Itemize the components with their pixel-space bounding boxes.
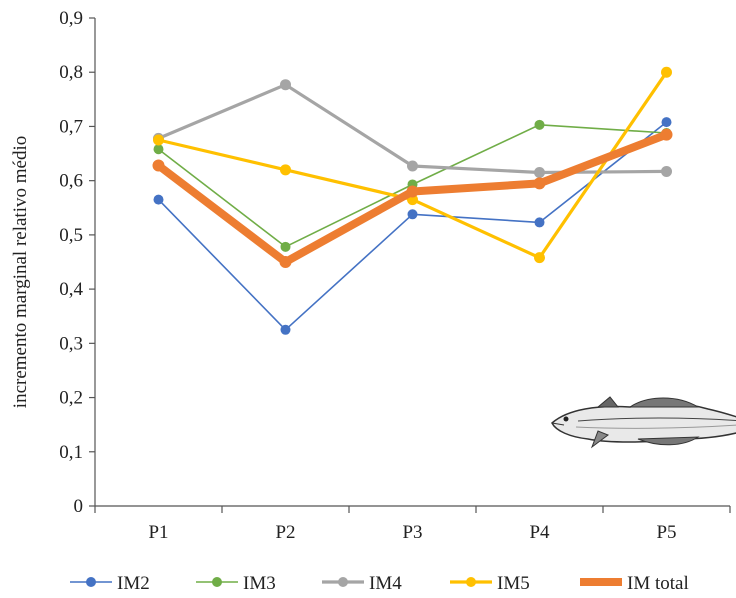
fish-icon bbox=[551, 396, 736, 449]
data-point bbox=[534, 217, 545, 228]
x-tick-label: P5 bbox=[656, 522, 676, 543]
legend-marker bbox=[466, 577, 476, 587]
data-point bbox=[279, 256, 292, 268]
x-tick-label: P1 bbox=[148, 522, 168, 543]
y-tick-label: 0,1 bbox=[59, 442, 83, 463]
x-axis-ticks: P1 P2 P3 P4 P5 bbox=[94, 506, 731, 543]
data-point bbox=[280, 241, 291, 252]
data-point bbox=[407, 160, 418, 172]
axes bbox=[94, 18, 730, 507]
y-tick-label: 0,8 bbox=[59, 62, 83, 83]
legend-label: IM5 bbox=[497, 573, 530, 594]
legend-label: IM4 bbox=[369, 573, 402, 594]
legend-item: IM5 bbox=[450, 573, 530, 594]
legend-label: IM2 bbox=[117, 573, 150, 594]
x-tick-label: P4 bbox=[529, 522, 550, 543]
y-tick-label: 0,2 bbox=[59, 388, 83, 409]
data-point bbox=[280, 324, 291, 335]
y-tick-label: 0,3 bbox=[59, 333, 83, 354]
y-tick-label: 0,7 bbox=[59, 116, 83, 137]
y-axis-title: incremento marginal relativo médio bbox=[10, 136, 31, 408]
x-tick-label: P2 bbox=[275, 522, 295, 543]
legend: IM2 IM3 IM4 IM5 IM total bbox=[70, 573, 689, 594]
legend-item: IM2 bbox=[70, 573, 150, 594]
y-tick-label: 0,5 bbox=[59, 225, 83, 246]
data-point bbox=[407, 209, 418, 220]
series-im5 bbox=[153, 66, 672, 264]
legend-label: IM3 bbox=[243, 573, 276, 594]
legend-marker bbox=[86, 577, 96, 587]
data-point bbox=[534, 119, 545, 130]
y-axis-ticks: 0 0,1 0,2 0,3 0,4 0,5 0,6 0,7 0,8 0,9 bbox=[59, 8, 95, 517]
data-point bbox=[661, 117, 672, 128]
legend-item: IM total bbox=[580, 573, 689, 594]
data-point bbox=[660, 128, 673, 141]
series-layer bbox=[152, 66, 673, 335]
data-point bbox=[534, 252, 545, 264]
legend-item: IM4 bbox=[322, 573, 402, 594]
legend-marker bbox=[338, 577, 348, 587]
legend-item: IM3 bbox=[196, 573, 276, 594]
series-im-total bbox=[152, 128, 673, 268]
series-im2 bbox=[153, 117, 672, 335]
data-point bbox=[534, 167, 545, 179]
y-tick-label: 0 bbox=[74, 496, 84, 517]
data-point bbox=[153, 194, 164, 205]
data-point bbox=[406, 185, 419, 198]
y-tick-label: 0,9 bbox=[59, 8, 83, 29]
x-tick-label: P3 bbox=[402, 522, 422, 543]
data-point bbox=[661, 165, 672, 177]
data-point bbox=[661, 66, 672, 78]
data-point bbox=[153, 134, 164, 146]
y-tick-label: 0,4 bbox=[59, 279, 83, 300]
data-point bbox=[152, 159, 165, 172]
data-point bbox=[280, 79, 291, 91]
y-tick-label: 0,6 bbox=[59, 171, 83, 192]
data-point bbox=[280, 164, 291, 176]
legend-marker bbox=[212, 577, 222, 587]
legend-label: IM total bbox=[627, 573, 689, 594]
data-point bbox=[153, 144, 164, 155]
data-point bbox=[533, 177, 546, 190]
